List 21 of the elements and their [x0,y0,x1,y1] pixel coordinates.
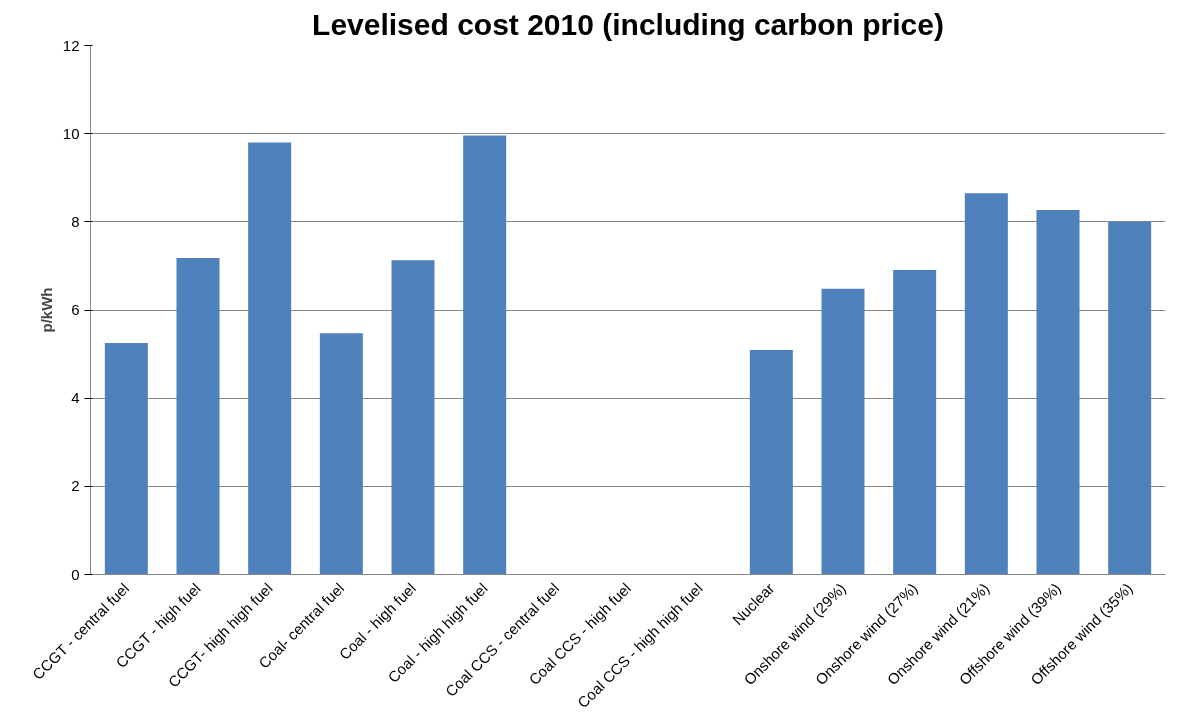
bar [893,269,937,575]
y-tick-label: 0 [71,565,80,583]
bar [104,343,148,575]
bar [391,260,435,575]
bar [319,333,363,575]
bar [821,288,865,575]
bar [463,135,507,575]
y-tick-label: 6 [71,301,80,318]
y-tick-label: 12 [62,36,80,54]
y-tick-label: 4 [71,389,80,407]
bar [1036,209,1080,575]
bar [964,193,1008,575]
y-tick-label: 10 [62,124,80,142]
bar [1108,221,1152,575]
y-axis-title: p/kWh [37,287,55,333]
bar [248,142,292,575]
chart-title: Levelised cost 2010 (including carbon price) [312,7,944,41]
y-tick-label: 8 [71,212,80,230]
bar [749,350,793,575]
bar [176,257,220,575]
y-tick-label: 2 [71,477,80,495]
